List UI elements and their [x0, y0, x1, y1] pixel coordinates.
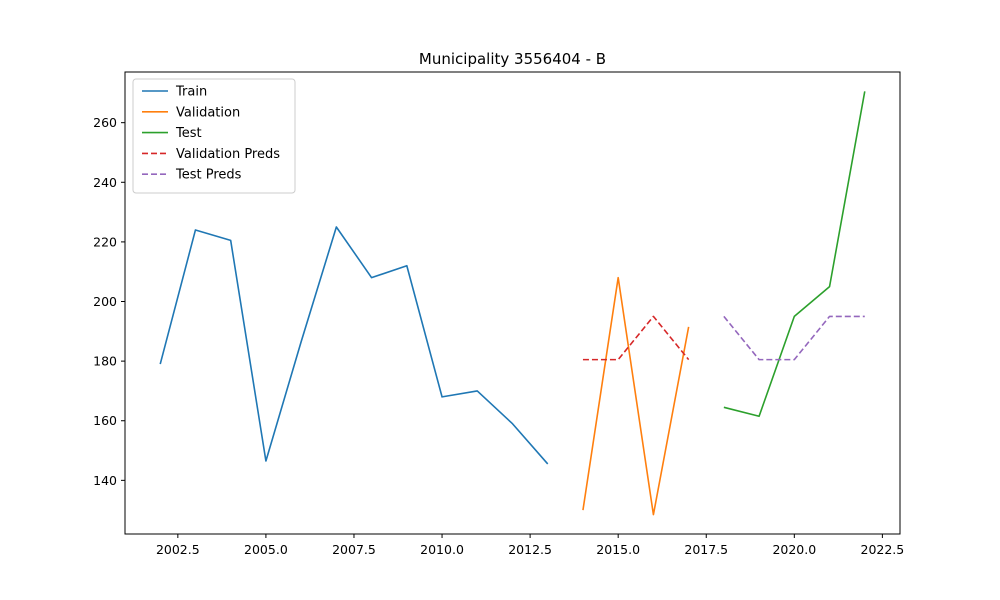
plot-area	[159, 91, 866, 516]
y-tick-label: 180	[93, 354, 117, 369]
chart-title: Municipality 3556404 - B	[419, 50, 606, 68]
series-line-train	[159, 226, 549, 465]
y-tick-label: 200	[93, 294, 117, 309]
x-tick-label: 2017.5	[684, 542, 728, 557]
x-tick-label: 2010.0	[420, 542, 464, 557]
axes-frame	[124, 71, 901, 535]
legend-label: Test	[175, 126, 202, 141]
x-tick-label: 2022.5	[861, 542, 905, 557]
x-tick-label: 2007.5	[332, 542, 376, 557]
x-tick-label: 2002.5	[156, 542, 200, 557]
series-line-validation	[582, 276, 690, 516]
legend-label: Train	[175, 85, 207, 100]
x-tick-label: 2015.0	[596, 542, 640, 557]
y-tick-label: 260	[93, 115, 117, 130]
series-line-validation-preds	[582, 315, 690, 361]
legend-label: Validation	[176, 105, 240, 120]
series-line-test-preds	[723, 315, 865, 361]
y-tick-label: 140	[93, 473, 117, 488]
series-line-test	[723, 91, 866, 418]
y-tick-label: 220	[93, 234, 117, 249]
legend-label: Test Preds	[175, 168, 242, 183]
legend-box	[132, 78, 296, 194]
x-tick-label: 2012.5	[508, 542, 552, 557]
legend-label: Validation Preds	[176, 147, 280, 162]
x-tick-label: 2020.0	[772, 542, 816, 557]
y-tick-label: 160	[93, 413, 117, 428]
axes: 2002.5 2005.0 2007.5 2010.0 2012.5 2015.0 2017…	[93, 71, 905, 557]
y-tick-label: 240	[93, 175, 117, 190]
legend: Train Validation Test Validation Preds Test …	[132, 78, 296, 194]
x-tick-label: 2005.0	[244, 542, 288, 557]
